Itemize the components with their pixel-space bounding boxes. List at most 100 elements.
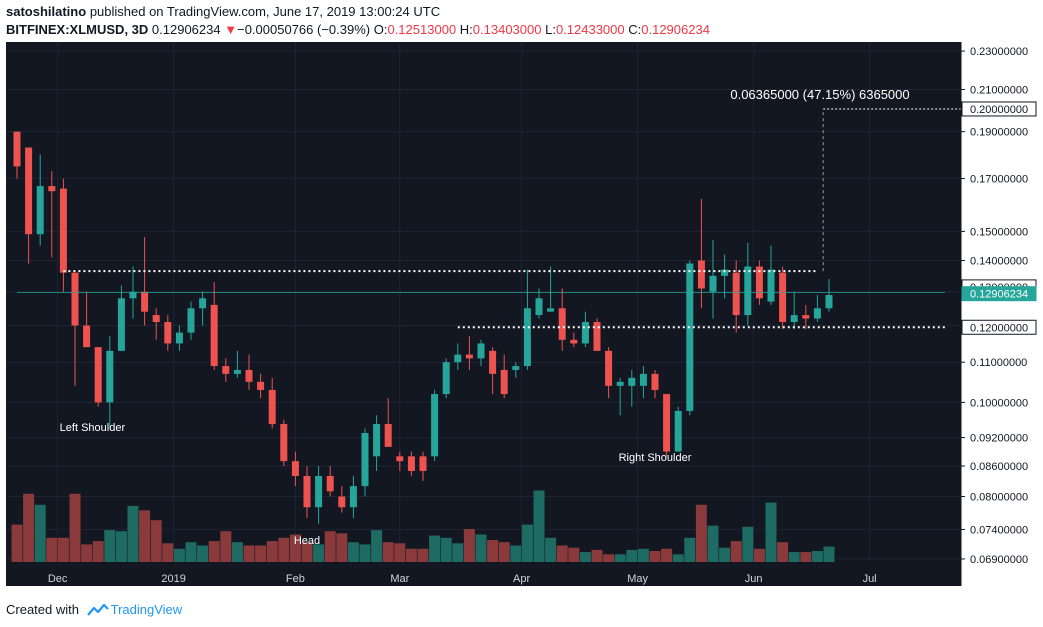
volume-bar xyxy=(811,551,823,562)
high-value: 0.13403000 xyxy=(472,22,542,37)
candle-body xyxy=(512,366,520,370)
candle-body xyxy=(419,456,427,471)
candle-body xyxy=(291,461,299,476)
price-tag-box xyxy=(961,319,1037,335)
volume-bar xyxy=(475,534,487,562)
volume-bar xyxy=(394,543,406,562)
candle-body xyxy=(709,275,717,292)
candle-body xyxy=(141,291,149,312)
author-link[interactable]: satoshilatino xyxy=(6,4,87,19)
volume-bar xyxy=(46,537,58,562)
volume-bar xyxy=(266,541,278,562)
candle-body xyxy=(744,266,752,316)
price-tag-box xyxy=(961,286,1037,302)
footer: Created with TradingView xyxy=(6,602,182,617)
candle-body xyxy=(361,433,369,487)
candle-body xyxy=(303,475,311,508)
volume-bar xyxy=(11,524,23,562)
y-tick-label: 0.07400000 xyxy=(970,524,1028,536)
price-axis-background xyxy=(961,42,1043,586)
volume-bar xyxy=(127,505,139,562)
volume-bar xyxy=(139,510,151,562)
volume-bar xyxy=(661,548,673,562)
candle-body xyxy=(535,298,543,316)
volume-bar xyxy=(707,525,719,562)
candle-body xyxy=(245,369,253,382)
volume-bar xyxy=(301,542,313,562)
candle-body xyxy=(175,332,183,344)
volume-bar xyxy=(336,533,348,562)
candle-body xyxy=(581,322,589,344)
x-tick-label: Jul xyxy=(863,573,877,585)
volume-bar xyxy=(765,502,777,562)
volume-bar xyxy=(313,544,325,562)
candle-body xyxy=(59,188,67,273)
candle-body xyxy=(384,424,392,447)
candle-body xyxy=(697,260,705,289)
y-tick-label: 0.09200000 xyxy=(970,433,1028,445)
last-price: 0.12906234 xyxy=(151,22,221,37)
candle-body xyxy=(25,147,33,235)
candle-body xyxy=(257,381,265,390)
volume-bar xyxy=(278,537,290,562)
price-tag-label: 0.12906234 xyxy=(970,289,1028,301)
candle-body xyxy=(477,343,485,359)
volume-bar xyxy=(568,547,580,562)
candle-body xyxy=(465,354,473,359)
pattern-annotation: Right Shoulder xyxy=(619,452,692,464)
candle-body xyxy=(732,272,740,316)
volume-bar xyxy=(173,548,185,562)
open-value: 0.12513000 xyxy=(387,22,457,37)
candle-body xyxy=(407,456,415,471)
price-tag-label: 0.20000000 xyxy=(970,104,1028,116)
volume-bar xyxy=(92,541,104,562)
x-tick-label: Mar xyxy=(390,573,409,585)
symbol-name: BITFINEX:XLMUSD, 3D xyxy=(6,22,149,37)
x-tick-label: Jun xyxy=(745,573,763,585)
price-chart[interactable]: 0.06365000 (47.15%) 6365000 Left Shoulde… xyxy=(0,42,1043,590)
x-tick-label: Feb xyxy=(286,573,305,585)
candle-body xyxy=(639,373,647,386)
candle-body xyxy=(605,350,613,386)
candle-body xyxy=(396,456,404,462)
candle-body xyxy=(547,308,555,312)
volume-bar xyxy=(405,548,417,562)
volume-bar xyxy=(185,542,197,562)
price-tag-label: 0.12000000 xyxy=(970,322,1028,334)
y-tick-label: 0.08600000 xyxy=(970,461,1028,473)
x-tick-label: 2019 xyxy=(161,573,185,585)
candle-body xyxy=(210,304,218,367)
y-tick-label: 0.17000000 xyxy=(970,174,1028,186)
volume-bar xyxy=(800,552,812,562)
y-tick-label: 0.14000000 xyxy=(970,255,1028,267)
created-with-text: Created with xyxy=(6,602,79,617)
candle-body xyxy=(117,298,125,351)
volume-bar xyxy=(579,552,591,562)
volume-bar xyxy=(81,544,93,562)
volume-bar xyxy=(289,534,301,562)
candle-body xyxy=(13,131,21,167)
x-tick-label: May xyxy=(627,573,648,585)
candle-body xyxy=(71,272,79,326)
candle-body xyxy=(674,410,682,452)
volume-bar xyxy=(545,537,557,562)
y-tick-label: 0.11000000 xyxy=(970,357,1027,369)
volume-bar xyxy=(719,547,731,562)
volume-bar xyxy=(208,541,220,562)
candle-body xyxy=(790,315,798,323)
high-label: H: xyxy=(459,22,473,37)
volume-bar xyxy=(150,520,162,562)
volume-bar xyxy=(626,549,638,562)
tradingview-brand[interactable]: TradingView xyxy=(110,602,183,617)
candle-body xyxy=(48,186,56,192)
candle-body xyxy=(106,350,114,403)
volume-bar xyxy=(197,545,209,562)
y-tick-label: 0.10000000 xyxy=(970,397,1028,409)
candle-body xyxy=(233,369,241,374)
candle-body xyxy=(570,339,578,344)
candle-body xyxy=(813,308,821,319)
volume-bar xyxy=(115,531,127,562)
volume-bar xyxy=(695,504,707,562)
volume-bar xyxy=(57,537,69,562)
candle-body xyxy=(268,389,276,425)
